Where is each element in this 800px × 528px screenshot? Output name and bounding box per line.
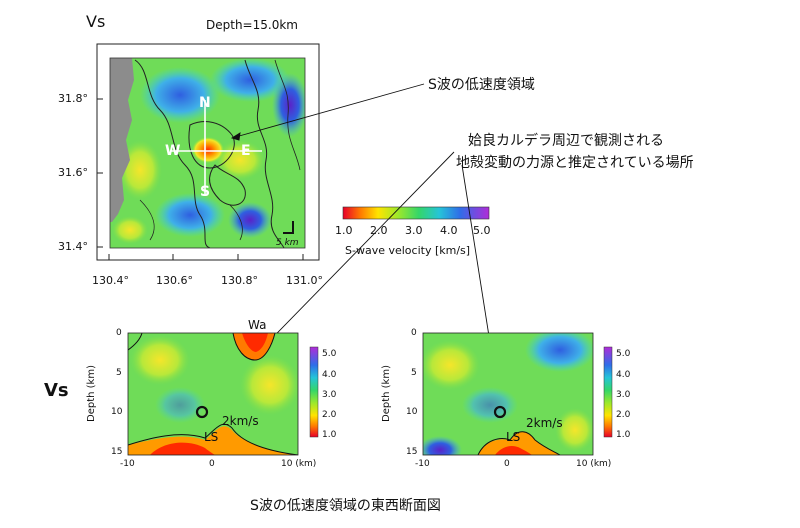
cb-right-tick-4: 4.0 bbox=[616, 370, 631, 380]
cb-right-tick-2: 2.0 bbox=[616, 410, 631, 420]
cb-tick-2: 2.0 bbox=[370, 224, 388, 237]
y-tick-10-left: 10 bbox=[111, 407, 123, 417]
map-depth-label: Depth=15.0km bbox=[206, 18, 298, 32]
y-tick-0-right: 0 bbox=[411, 328, 417, 338]
cb-left-tick-5: 5.0 bbox=[322, 349, 337, 359]
colorbar-title: S-wave velocity [km/s] bbox=[345, 244, 471, 257]
x-tick-neg10-right: -10 bbox=[415, 459, 430, 469]
contour-label-right: 2km/s bbox=[526, 416, 563, 430]
ls-label-left: LS bbox=[204, 430, 219, 444]
lon-tick-131-0: 131.0° bbox=[286, 274, 323, 287]
ls-label-right: LS bbox=[506, 430, 521, 444]
x-tick-neg10-left: -10 bbox=[120, 459, 135, 469]
x-tick-0-right: 0 bbox=[504, 459, 510, 469]
cb-left-tick-1: 1.0 bbox=[322, 430, 337, 440]
lat-tick-31-4: 31.4° bbox=[58, 240, 88, 253]
cb-left-tick-4: 4.0 bbox=[322, 370, 337, 380]
compass-west: W bbox=[165, 143, 181, 159]
compass-north: N bbox=[199, 95, 211, 111]
y-tick-15-left: 15 bbox=[111, 447, 123, 457]
cb-left-tick-2: 2.0 bbox=[322, 410, 337, 420]
cb-tick-5: 5.0 bbox=[473, 224, 491, 237]
sections-vs-label: Vs bbox=[44, 380, 69, 401]
contour-label-left: 2km/s bbox=[222, 414, 259, 428]
compass-east: E bbox=[241, 143, 251, 159]
x-tick-10-right: 10 (km) bbox=[576, 459, 612, 469]
y-tick-15-right: 15 bbox=[406, 447, 418, 457]
velocity-map bbox=[96, 43, 320, 261]
x-tick-10-left: 10 (km) bbox=[281, 459, 317, 469]
annotation-caldera-line2: 地殻変動の力源と推定されている場所 bbox=[456, 155, 694, 171]
lat-tick-31-8: 31.8° bbox=[58, 92, 88, 105]
lon-tick-130-6: 130.6° bbox=[156, 274, 193, 287]
source-marker-left bbox=[195, 405, 209, 419]
cb-right-tick-1: 1.0 bbox=[616, 430, 631, 440]
figure-caption: S波の低速度領域の東西断面図 bbox=[250, 498, 441, 514]
cross-section-left bbox=[127, 332, 319, 456]
colorbar-left bbox=[309, 346, 319, 438]
annotation-low-velocity: S波の低速度領域 bbox=[428, 77, 535, 93]
lon-tick-130-4: 130.4° bbox=[92, 274, 129, 287]
y-tick-10-right: 10 bbox=[406, 407, 418, 417]
colorbar-right bbox=[603, 346, 613, 438]
map-vs-label: Vs bbox=[86, 12, 106, 31]
cb-right-tick-3: 3.0 bbox=[616, 390, 631, 400]
annotation-caldera-line1: 姶良カルデラ周辺で観測される bbox=[468, 133, 664, 149]
cb-left-tick-3: 3.0 bbox=[322, 390, 337, 400]
wa-label: Wa bbox=[248, 318, 267, 332]
colorbar-horizontal bbox=[342, 206, 490, 220]
y-tick-5-right: 5 bbox=[411, 368, 417, 378]
depth-axis-label-left: Depth (km) bbox=[86, 365, 97, 422]
depth-axis-label-right: Depth (km) bbox=[381, 365, 392, 422]
scale-label: 5 km bbox=[276, 238, 299, 248]
y-tick-5-left: 5 bbox=[116, 368, 122, 378]
y-tick-0-left: 0 bbox=[116, 328, 122, 338]
x-tick-0-left: 0 bbox=[209, 459, 215, 469]
source-marker-right bbox=[493, 405, 507, 419]
scale-bar bbox=[283, 221, 294, 234]
compass-south: S bbox=[200, 184, 211, 200]
lat-tick-31-6: 31.6° bbox=[58, 166, 88, 179]
cb-right-tick-5: 5.0 bbox=[616, 349, 631, 359]
cb-tick-1: 1.0 bbox=[335, 224, 353, 237]
cb-tick-4: 4.0 bbox=[440, 224, 458, 237]
cb-tick-3: 3.0 bbox=[405, 224, 423, 237]
cross-section-right bbox=[422, 332, 613, 456]
lon-tick-130-8: 130.8° bbox=[221, 274, 258, 287]
